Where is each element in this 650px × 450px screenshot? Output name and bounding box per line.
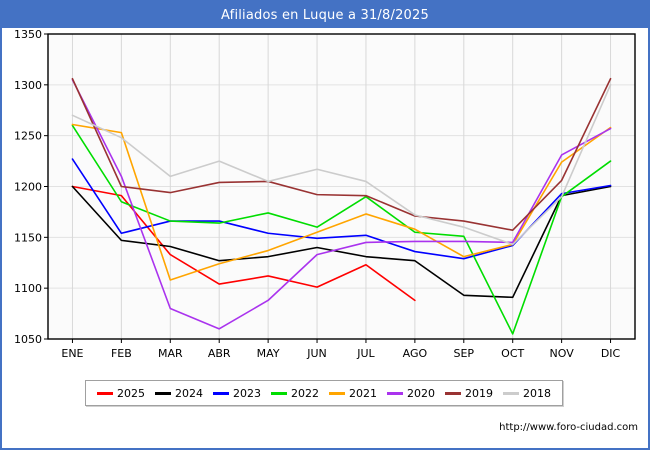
legend-swatch-icon [445,391,461,395]
window-title-bar: Afiliados en Luque a 31/8/2025 [2,2,648,28]
series-line-2018 [71,84,612,246]
legend-label: 2020 [407,386,435,400]
legend-swatch-icon [387,391,403,395]
chart-legend: 2025 2024 2023 2022 2021 2020 2019 2018 [85,380,563,406]
legend-swatch-icon [155,391,171,395]
legend-label: 2018 [523,386,551,400]
y-axis-tick-label: 1350 [14,28,42,41]
x-axis-tick-label: ABR [208,347,231,360]
y-axis-tick-label: 1050 [14,333,42,346]
series-line-2021 [71,123,612,281]
x-axis-tick-label: NOV [550,347,575,360]
x-axis-tick-label: JUL [356,347,375,360]
legend-item-2025[interactable]: 2025 [97,387,145,400]
x-axis-tick-label: MAY [257,347,280,360]
legend-item-2020[interactable]: 2020 [387,387,435,400]
legend-item-2018[interactable]: 2018 [503,387,551,400]
x-axis-tick-label: AGO [403,347,428,360]
chart-area: FORO-CIUDAD.COM 105011001150120012501300… [2,28,648,448]
legend-label: 2021 [349,386,377,400]
legend-label: 2022 [291,386,319,400]
x-axis-tick-label: JUN [306,347,327,360]
y-axis-tick-label: 1100 [14,282,42,295]
legend-swatch-icon [97,391,113,395]
series-line-2024 [71,185,612,299]
series-line-2019 [71,77,612,232]
series-line-2020 [71,78,612,330]
legend-label: 2019 [465,386,493,400]
y-axis-tick-label: 1300 [14,79,42,92]
legend-swatch-icon [213,391,229,395]
source-url: http://www.foro-ciudad.com [499,422,638,433]
legend-item-2021[interactable]: 2021 [329,387,377,400]
legend-swatch-icon [271,391,287,395]
y-axis-tick-label: 1200 [14,181,42,194]
x-axis-tick-label: DIC [601,347,621,360]
legend-item-2024[interactable]: 2024 [155,387,203,400]
y-axis-tick-label: 1250 [14,130,42,143]
line-chart-svg: 1050 1100 1150 1200 1250 1300 1350 ENE FEB MAR ABR… [14,28,636,360]
plot-frame [47,33,636,340]
legend-swatch-icon [503,391,519,395]
series-line-2022 [71,124,612,335]
x-axis-tick-label: SEP [454,347,475,360]
legend-label: 2025 [117,386,145,400]
legend-label: 2024 [175,386,203,400]
x-axis-tick-label: ENE [61,347,83,360]
x-axis-tick-label: OCT [501,347,524,360]
y-axis-tick-label: 1150 [14,231,42,244]
legend-item-2019[interactable]: 2019 [445,387,493,400]
legend-swatch-icon [329,391,345,395]
x-axis-tick-label: MAR [158,347,183,360]
plot-wrapper: FORO-CIUDAD.COM 105011001150120012501300… [2,28,648,368]
legend-label: 2023 [233,386,261,400]
legend-item-2022[interactable]: 2022 [271,387,319,400]
legend-item-2023[interactable]: 2023 [213,387,261,400]
page-title: Afiliados en Luque a 31/8/2025 [221,7,429,23]
x-axis-tick-label: FEB [111,347,132,360]
